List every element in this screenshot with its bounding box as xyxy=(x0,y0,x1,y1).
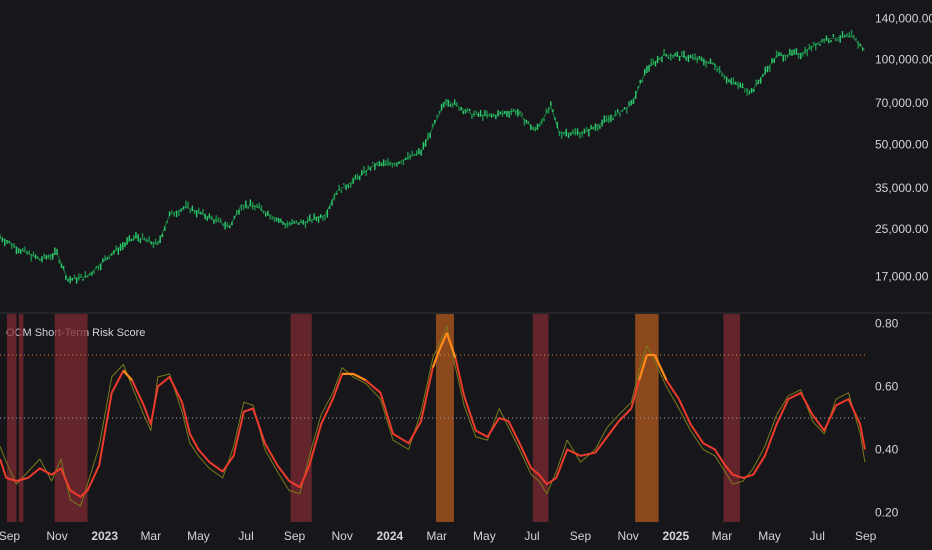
price-line[interactable] xyxy=(0,35,866,281)
risk-score-high-segment xyxy=(638,354,648,381)
indicator-pane[interactable]: OCM Short-Term Risk Score 0.800.600.400.… xyxy=(0,314,899,522)
risk-score-high-segment xyxy=(352,372,367,382)
time-axis-tick-label: Sep xyxy=(570,529,592,543)
time-axis-tick-label: Sep xyxy=(0,529,20,543)
time-axis-tick-label: May xyxy=(758,529,781,543)
risk-score-high-segment xyxy=(431,348,441,368)
indicator-axis-tick-label: 0.60 xyxy=(875,379,899,393)
time-axis-tick-label: 2023 xyxy=(91,529,118,543)
price-axis-tick-label: 140,000.00 xyxy=(875,11,932,25)
indicator-axis-tick-label: 0.80 xyxy=(875,316,899,330)
time-axis-tick-label: Sep xyxy=(284,529,306,543)
risk-band xyxy=(723,314,740,522)
time-axis-tick-label: Mar xyxy=(140,529,161,543)
risk-band xyxy=(7,314,17,522)
time-axis-tick-label: May xyxy=(187,529,210,543)
risk-score-raw-line[interactable] xyxy=(0,326,866,507)
price-axis-tick-label: 50,000.00 xyxy=(875,137,929,151)
price-axis-tick-label: 25,000.00 xyxy=(875,222,929,236)
time-axis: Sep Nov 2023 Mar May Jul Sep Nov 2024 Mar May Jul Se… xyxy=(0,529,877,543)
risk-score-high-segment xyxy=(445,332,457,359)
time-axis-tick-label: 2025 xyxy=(662,529,689,543)
indicator-axis-tick-label: 0.20 xyxy=(875,506,899,520)
time-axis-tick-label: Jul xyxy=(810,529,825,543)
time-axis-tick-label: Mar xyxy=(426,529,447,543)
time-axis-tick-label: 2024 xyxy=(377,529,404,543)
time-axis-tick-label: May xyxy=(473,529,496,543)
time-axis-tick-label: Mar xyxy=(712,529,733,543)
time-axis-tick-label: Sep xyxy=(855,529,877,543)
price-axis-tick-label: 17,000.00 xyxy=(875,269,929,283)
time-axis-tick-label: Jul xyxy=(524,529,539,543)
time-axis-tick-label: Nov xyxy=(46,529,67,543)
price-axis-tick-label: 35,000.00 xyxy=(875,181,929,195)
price-pane[interactable]: 140,000.00 100,000.00 70,000.00 50,000.00 35… xyxy=(0,11,932,284)
price-axis-tick-label: 70,000.00 xyxy=(875,96,929,110)
indicator-axis-tick-label: 0.40 xyxy=(875,443,899,457)
risk-band xyxy=(18,314,24,522)
time-axis-tick-label: Nov xyxy=(332,529,353,543)
risk-score-high-segment xyxy=(653,354,668,381)
time-axis-tick-label: Jul xyxy=(238,529,253,543)
risk-score-high-segment xyxy=(122,369,133,381)
price-axis-tick-label: 100,000.00 xyxy=(875,53,932,67)
time-axis-tick-label: Nov xyxy=(617,529,638,543)
risk-score-high-segment xyxy=(438,332,448,350)
